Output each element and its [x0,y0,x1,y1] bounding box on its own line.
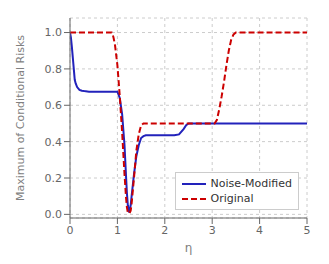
svg-text:η: η [185,241,193,255]
svg-text:0: 0 [67,224,74,237]
svg-text:1: 1 [114,224,121,237]
svg-text:0.0: 0.0 [45,208,63,221]
svg-text:0.2: 0.2 [45,172,63,185]
html-text:Noise-Modified: Noise-Modified [210,177,292,190]
svg-text:0.8: 0.8 [45,63,63,76]
svg-text:3: 3 [209,224,216,237]
svg-text:2: 2 [161,224,168,237]
svg-text:0.6: 0.6 [45,99,63,112]
svg-text:5: 5 [304,224,311,237]
html-text:Original: Original [210,192,254,205]
svg-text:0.4: 0.4 [45,136,63,149]
svg-text:1.0: 1.0 [45,26,63,39]
svg-text:Maximum of Conditional Risks: Maximum of Conditional Risks [14,35,27,201]
svg-text:4: 4 [256,224,263,237]
